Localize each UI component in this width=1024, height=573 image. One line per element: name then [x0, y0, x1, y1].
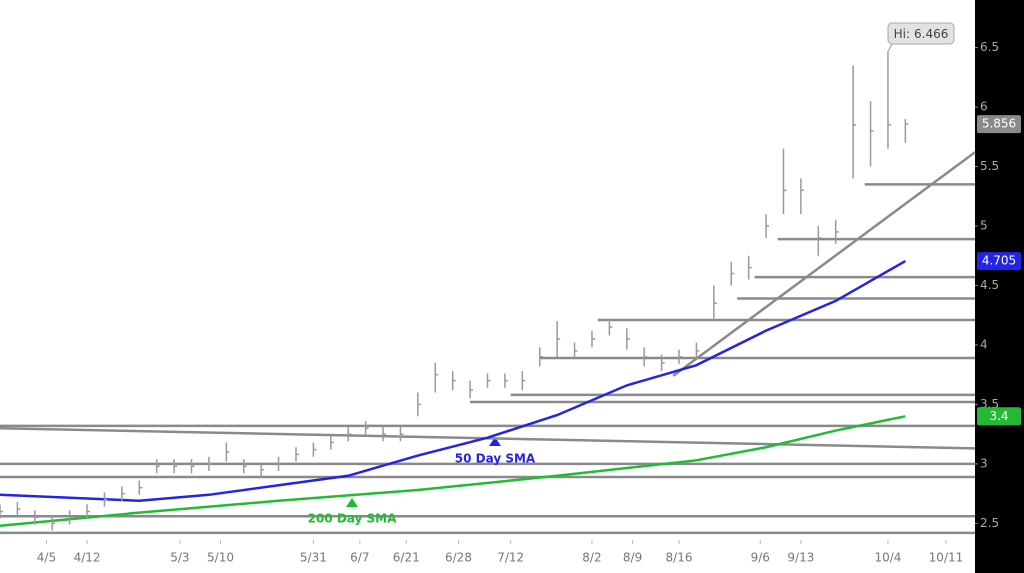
y-tick-label: 6 [980, 100, 988, 114]
x-tick-label: 8/9 [623, 551, 642, 565]
x-tick-label: 4/5 [37, 551, 56, 565]
sma-marker [346, 498, 358, 507]
sma-value-box [977, 252, 1021, 271]
x-tick-label: 8/16 [666, 551, 693, 565]
y-tick-label: 4.5 [980, 278, 999, 292]
sma-line [0, 415, 906, 527]
y-tick-label: 2.5 [980, 516, 999, 530]
x-tick-label: 8/2 [582, 551, 601, 565]
sma-marker [489, 437, 501, 446]
x-tick-label: 7/12 [497, 551, 524, 565]
plot-background [0, 0, 975, 573]
high-callout: Hi: 6.466 [894, 27, 949, 41]
sma-value: 4.705 [982, 254, 1016, 268]
sma-label: 50 Day SMA [455, 452, 536, 466]
x-tick-label: 9/13 [787, 551, 814, 565]
last-price-box [977, 115, 1021, 134]
callout-pointer [887, 43, 893, 52]
x-tick-label: 4/12 [74, 551, 101, 565]
x-tick-label: 10/11 [929, 551, 964, 565]
sma-value: 3.4 [989, 409, 1008, 423]
x-tick-label: 9/6 [751, 551, 770, 565]
callout-label: Hi: [894, 27, 910, 41]
sma-value-box [977, 407, 1021, 426]
x-tick-label: 6/7 [350, 551, 369, 565]
callout-box [887, 22, 955, 45]
sma-line [0, 259, 906, 503]
y-tick-label: 5 [980, 218, 988, 232]
sma-label: 200 Day SMA [308, 512, 398, 526]
x-tick-label: 10/4 [874, 551, 901, 565]
trend-line [672, 151, 976, 377]
x-tick-label: 6/21 [393, 551, 420, 565]
callout-value: 6.466 [914, 27, 948, 41]
y-tick-label: 3 [980, 456, 988, 470]
y-tick-label: 4 [980, 337, 988, 351]
y-tick-label: 6.5 [980, 40, 999, 54]
axis-panel [975, 0, 1024, 573]
x-tick-label: 5/10 [207, 551, 234, 565]
y-tick-label: 5.5 [980, 159, 999, 173]
x-tick-label: 5/31 [300, 551, 327, 565]
x-tick-label: 5/3 [170, 551, 189, 565]
x-tick-label: 6/28 [445, 551, 472, 565]
last-price: 5.856 [982, 117, 1016, 131]
